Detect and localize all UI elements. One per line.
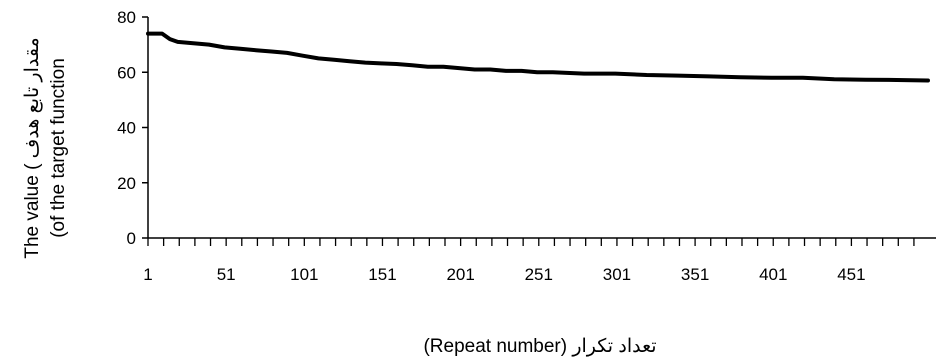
x-axis: 1 51 101 151 201 251 301 351 401 451: [143, 237, 936, 284]
series-line: [146, 31, 930, 83]
x-axis-title: تعداد تکرار (Repeat number): [423, 336, 656, 357]
y-tick-label: 80: [117, 8, 136, 27]
y-axis-title-line-1: The value ( مقدار تابع هدف: [22, 37, 43, 258]
x-tick-label: 451: [837, 265, 865, 284]
y-tick-label: 0: [127, 229, 136, 248]
plot-area: [146, 31, 930, 83]
x-tick-label: 201: [446, 265, 474, 284]
x-tick-label: 51: [217, 265, 236, 284]
y-axis-title-line-2: (of the target function: [48, 58, 69, 238]
x-tick-label: 101: [290, 265, 318, 284]
y-tick-label: 40: [117, 119, 136, 138]
x-tick-label: 401: [759, 265, 787, 284]
y-tick-label: 60: [117, 63, 136, 82]
x-tick-label: 251: [525, 265, 553, 284]
x-tick-label: 301: [603, 265, 631, 284]
y-tick-label: 20: [117, 174, 136, 193]
y-axis: 0 20 40 60 80: [117, 8, 149, 248]
x-tick-label: 151: [368, 265, 396, 284]
x-tick-label: 351: [681, 265, 709, 284]
x-tick-label: 1: [143, 265, 152, 284]
